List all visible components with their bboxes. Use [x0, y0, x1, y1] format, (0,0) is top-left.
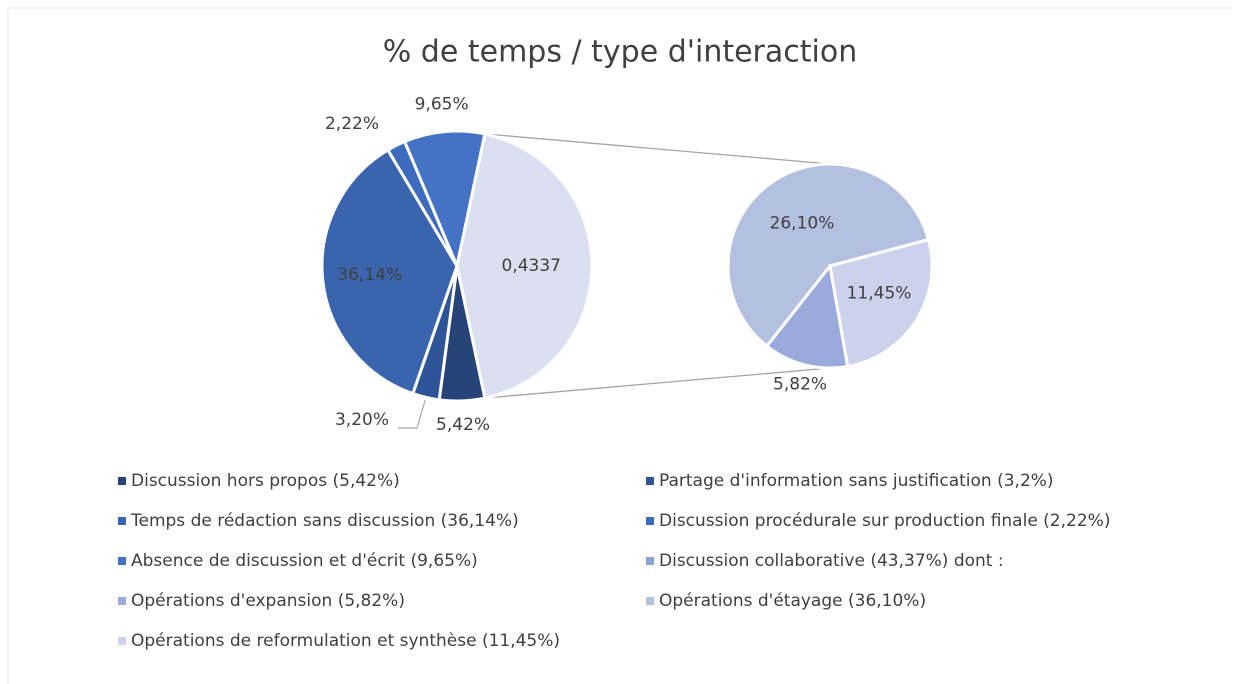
legend-swatch — [646, 477, 654, 485]
legend-swatch — [118, 517, 126, 525]
legend-label: Opérations d'étayage (36,10%) — [659, 591, 926, 611]
legend-label: Temps de rédaction sans discussion (36,1… — [130, 511, 519, 531]
data-label: 11,45% — [847, 283, 912, 303]
pie-slice — [828, 237, 934, 369]
legend-label: Absence de discussion et d'écrit (9,65%) — [131, 551, 478, 571]
legend-swatch — [118, 557, 126, 565]
data-label: 36,14% — [337, 265, 402, 285]
connector — [484, 133, 831, 165]
legend-swatch — [646, 557, 654, 565]
legend-swatch — [118, 477, 126, 485]
legend-label: Discussion collaborative (43,37%) dont : — [659, 551, 1004, 571]
chart-title: % de temps / type d'interaction — [383, 35, 857, 70]
legend-swatch — [118, 597, 126, 605]
legend-label: Discussion procédurale sur production fi… — [659, 511, 1110, 531]
legend-label: Discussion hors propos (5,42%) — [131, 471, 400, 491]
legend-swatch — [118, 637, 126, 645]
pie-slice — [726, 162, 931, 349]
pie-slice — [764, 262, 850, 370]
legend-label: Opérations d'expansion (5,82%) — [131, 591, 405, 611]
data-label: 0,4337 — [502, 256, 561, 276]
pie-slice — [402, 129, 487, 272]
legend-swatch — [646, 517, 654, 525]
data-label: 5,82% — [773, 375, 827, 395]
legend-swatch — [646, 597, 654, 605]
legend-label: Partage d'information sans justification… — [659, 471, 1054, 491]
data-label: 26,10% — [770, 213, 835, 233]
pie-slice — [455, 132, 594, 400]
data-label: 9,65% — [415, 95, 469, 115]
connector — [484, 367, 831, 399]
legend-label: Opérations de reformulation et synthèse … — [131, 631, 560, 651]
data-label: 3,20% — [335, 410, 389, 430]
data-label: 2,22% — [325, 114, 379, 134]
data-label: 5,42% — [436, 415, 490, 435]
leader-line — [398, 399, 426, 429]
